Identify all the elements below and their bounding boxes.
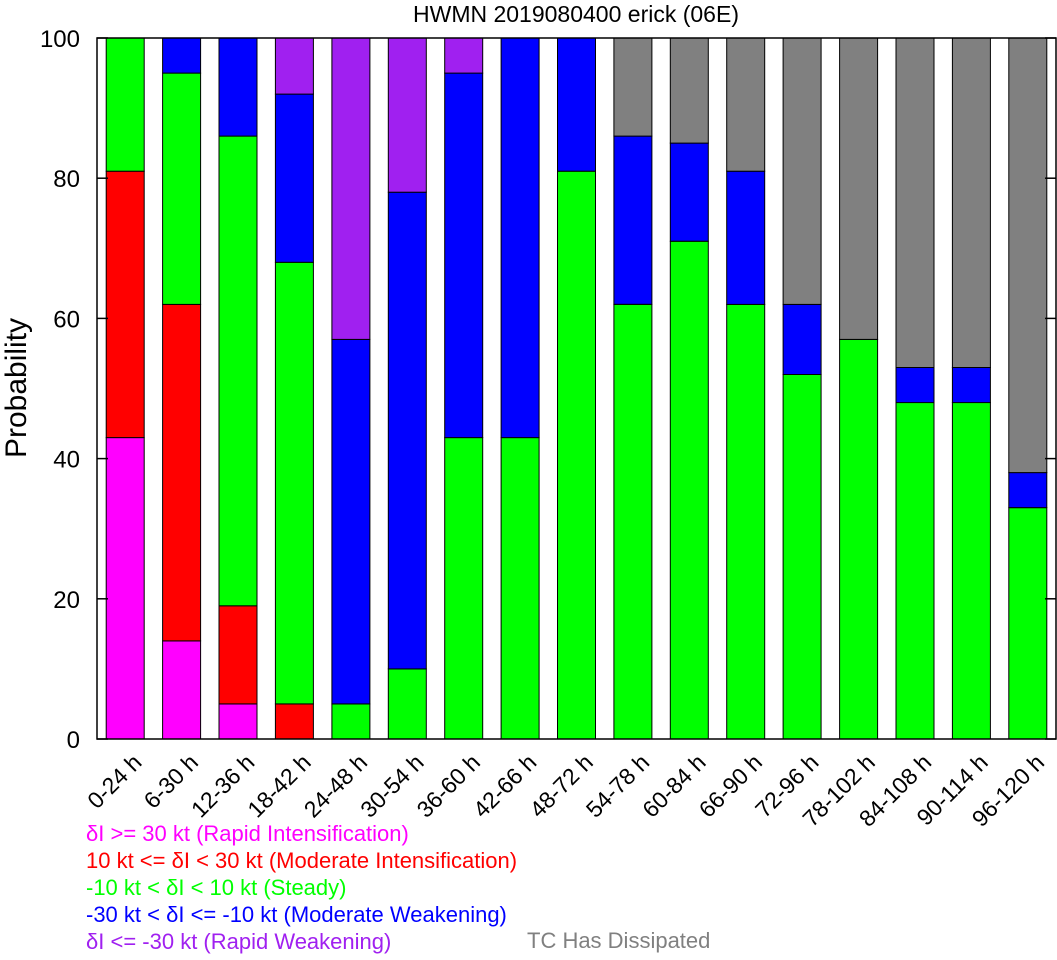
y-tick-label: 40 <box>53 447 80 474</box>
bar-segment <box>162 72 202 305</box>
legend-entry-moderate-weakening: -30 kt < δI <= -10 kt (Moderate Weakenin… <box>86 902 507 927</box>
legend-entry-rapid-weakening: δI <= -30 kt (Rapid Weakening) <box>86 929 392 954</box>
y-ticks: 0 20 40 60 80 100 <box>40 26 1056 754</box>
bar-segment <box>162 640 202 740</box>
bar-segment <box>895 402 935 740</box>
bar-segment <box>557 37 596 172</box>
bar-segment <box>669 240 709 740</box>
bar-segment <box>500 37 540 439</box>
bar-segment <box>669 142 709 242</box>
bars <box>105 37 1048 740</box>
bar-segment <box>839 37 879 340</box>
bar-segment <box>1008 37 1048 474</box>
bar-segment <box>218 605 258 705</box>
bar-segment <box>726 37 766 172</box>
legend-entry-rapid-intensification: δI >= 30 kt (Rapid Intensification) <box>86 821 409 846</box>
bar-segment <box>218 703 258 740</box>
bar-segment <box>218 135 258 607</box>
bar-segment <box>951 37 991 368</box>
legend-entry-dissipated: TC Has Dissipated <box>527 928 711 953</box>
bar-segment <box>1008 507 1048 740</box>
bar-segment <box>895 37 935 368</box>
bar-segment <box>387 37 427 193</box>
chart-title: HWMN 2019080400 erick (06E) <box>413 1 739 27</box>
plot-frame <box>96 37 1057 740</box>
bar-segment <box>895 367 935 404</box>
bar-segment <box>782 303 822 375</box>
bar-segment <box>387 191 427 670</box>
bar-segment <box>444 72 484 439</box>
bar-segment <box>387 668 427 740</box>
bar-segment <box>951 367 991 404</box>
bar-segment <box>839 338 879 740</box>
y-tick-label: 0 <box>67 727 80 754</box>
bar-segment <box>613 37 653 137</box>
bar-segment <box>613 303 653 740</box>
bar-segment <box>669 37 709 144</box>
legend-entry-steady: -10 kt < δI < 10 kt (Steady) <box>86 875 347 900</box>
bar-segment <box>105 37 145 172</box>
bar-segment <box>782 374 822 740</box>
y-tick-label: 80 <box>53 166 80 193</box>
x-tick-label: 0-24 h <box>82 749 147 814</box>
bar-segment <box>726 170 766 305</box>
bar-segment <box>1008 472 1048 509</box>
bar-segment <box>500 437 540 740</box>
bar-segment <box>444 37 484 74</box>
bar-segment <box>331 37 371 340</box>
bar-segment <box>274 261 314 705</box>
legend-entry-moderate-intensification: 10 kt <= δI < 30 kt (Moderate Intensific… <box>86 848 518 873</box>
bar-segment <box>274 37 314 95</box>
legend: δI >= 30 kt (Rapid Intensification) 10 k… <box>86 820 517 955</box>
y-tick-label: 60 <box>53 306 80 333</box>
bar-segment <box>218 37 258 137</box>
bar-segment <box>105 437 145 740</box>
bar-segment <box>331 338 371 705</box>
bar-segment <box>274 703 314 740</box>
y-tick-label: 100 <box>40 26 80 53</box>
bar-segment <box>162 303 202 642</box>
bar-segment <box>782 37 822 305</box>
bar-segment <box>951 402 991 740</box>
bar-segment <box>274 93 314 263</box>
bar-segment <box>613 135 653 305</box>
bar-segment <box>331 703 371 740</box>
y-tick-label: 20 <box>53 587 80 614</box>
bar-segment <box>105 170 145 439</box>
bar-segment <box>557 170 596 740</box>
bar-segment <box>726 303 766 740</box>
bar-segment <box>162 37 202 74</box>
y-axis-label: Probability <box>0 318 33 458</box>
bar-segment <box>444 437 484 740</box>
